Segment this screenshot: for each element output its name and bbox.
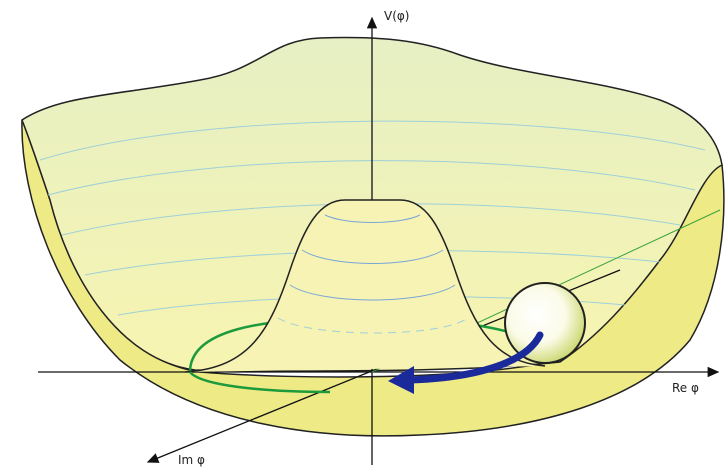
hump-contours [277, 214, 469, 334]
contour [47, 160, 696, 196]
motion-arrow-head [388, 366, 414, 394]
contour [39, 120, 706, 161]
ball [504, 282, 586, 364]
contour [289, 284, 456, 301]
im-axis-label: Im φ [178, 453, 205, 467]
re-axis-label: Re φ [672, 381, 699, 395]
central-hump [184, 199, 546, 373]
minimum-ring-front [189, 371, 331, 394]
contour [301, 249, 444, 264]
motion-arrow [406, 331, 544, 384]
contour [324, 214, 421, 223]
v-axis-label: V(φ) [384, 9, 410, 23]
contour [277, 317, 469, 334]
